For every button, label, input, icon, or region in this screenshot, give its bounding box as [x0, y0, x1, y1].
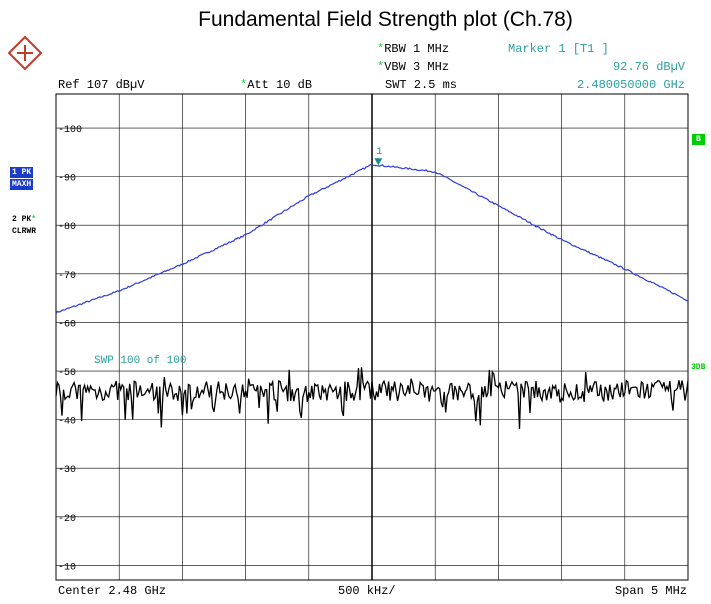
rs-logo-icon	[8, 36, 42, 70]
y-tick-label: -90	[58, 174, 76, 185]
marker-1-icon	[374, 158, 383, 166]
swt-label: SWT 2.5 ms	[385, 78, 458, 92]
marker-level: 92.76 dBµV	[612, 60, 685, 74]
span-label: Span 5 MHz	[614, 584, 687, 598]
division-label: 500 kHz/	[338, 584, 396, 598]
y-tick-label: -60	[58, 319, 76, 330]
y-tick-label: -80	[58, 222, 76, 233]
y-tick-label: -100	[58, 125, 82, 136]
vbw-readout: *VBW 3 MHz	[377, 60, 449, 74]
rbw-label: RBW 1 MHz	[384, 42, 450, 56]
trace2-badge-line1: 2 PK*	[10, 214, 38, 225]
y-tick-label: -70	[58, 271, 76, 282]
ref-level-label: Ref 107 dBµV	[58, 78, 145, 92]
rbw-readout: *RBW 1 MHz	[377, 42, 449, 56]
trace1-line	[55, 163, 689, 314]
vbw-label: VBW 3 MHz	[384, 60, 450, 74]
right-b-badge: B	[692, 134, 705, 145]
trace2-star: *	[31, 215, 37, 224]
chart-title: Fundamental Field Strength plot (Ch.78)	[198, 8, 573, 31]
y-tick-label: -50	[58, 368, 76, 379]
marker-title: Marker 1 [T1 ]	[508, 42, 609, 56]
rbw-star: *	[377, 42, 385, 56]
trace2-badge-line2: CLRWR	[12, 227, 37, 236]
attenuation-readout: *Att 10 dB	[240, 78, 312, 92]
marker-frequency: 2.480050000 GHz	[576, 78, 685, 92]
y-tick-label: -10	[58, 562, 76, 573]
trace2-line	[55, 367, 689, 429]
center-frequency-label: Center 2.48 GHz	[58, 584, 167, 598]
trace1-badge-line2: MAXH	[10, 179, 34, 190]
y-tick-label: -20	[58, 514, 76, 525]
y-tick-label: -30	[58, 465, 76, 476]
vbw-star: *	[377, 60, 385, 74]
att-star: *	[240, 78, 248, 92]
marker-1-label: 1	[376, 147, 382, 158]
trace1-badge-line1: 1 PK	[10, 167, 34, 178]
sweep-count-label: SWP 100 of 100	[94, 355, 186, 367]
att-label: Att 10 dB	[247, 78, 313, 92]
trace2-badge-text: 2 PK	[12, 215, 32, 224]
right-3db-label: 3DB	[691, 363, 706, 372]
y-tick-label: -40	[58, 417, 76, 428]
